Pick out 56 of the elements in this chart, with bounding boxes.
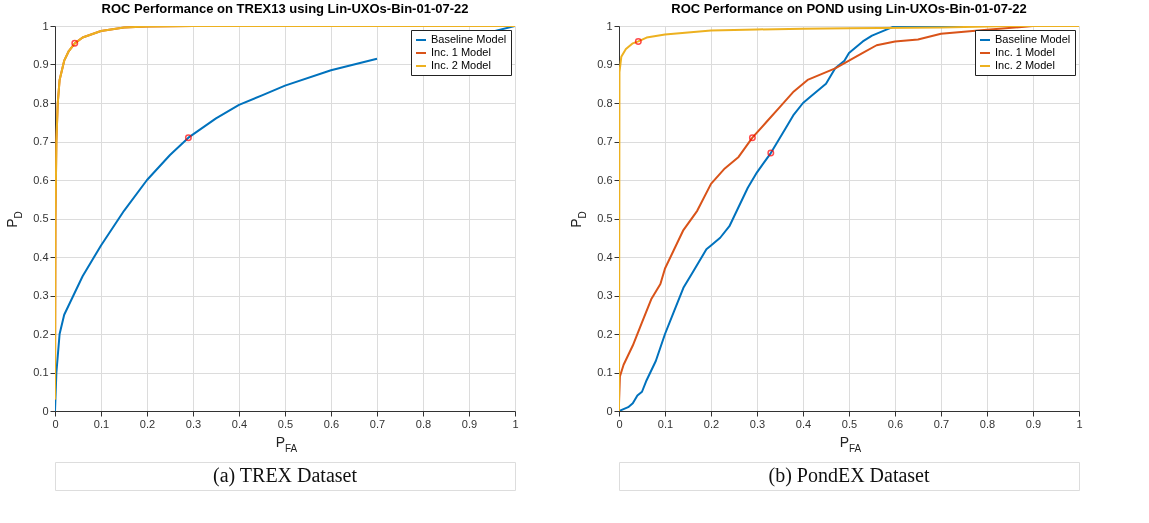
y-tick-label: 0.3 (33, 289, 49, 301)
y-tick-label: 0.1 (33, 366, 49, 378)
y-tick-label: 0.2 (597, 327, 613, 340)
x-tick-label: 1 (1076, 417, 1083, 430)
x-tick-label: 0.7 (369, 417, 386, 430)
x-tick-label: 0.6 (887, 417, 904, 430)
x-tick-label: 0.8 (979, 417, 996, 430)
chart-title: ROC Performance on TREX13 using Lin-UXOs-Bin-01-07-22 (101, 1, 469, 16)
x-tick-label: 1 (512, 417, 519, 430)
y-tick-label: 0.3 (597, 289, 613, 301)
y-tick-label: 0.6 (597, 173, 613, 186)
x-tick-label: 0.7 (933, 417, 950, 430)
y-tick-label: 0.6 (33, 173, 49, 186)
x-tick-label: 0 (52, 417, 59, 430)
x-tick-label: 0.4 (231, 417, 248, 430)
x-tick-label: 0.1 (93, 417, 110, 430)
legend-label: Baseline Model (995, 33, 1071, 45)
y-tick-label: 0.8 (33, 96, 49, 109)
y-tick-label: 0.9 (597, 58, 613, 70)
x-tick-label: 0 (616, 417, 623, 430)
x-tick-label: 0.9 (1025, 417, 1042, 430)
y-tick-label: 1 (606, 19, 613, 32)
legend-label: Inc. 1 Model (995, 46, 1055, 58)
x-tick-label: 0.1 (657, 417, 674, 430)
y-tick-label: 0 (42, 404, 49, 417)
legend-label: Inc. 1 Model (431, 46, 491, 58)
x-tick-label: 0.5 (841, 417, 858, 430)
text: (b) PondEX Dataset (768, 464, 930, 487)
x-tick-label: 0.4 (795, 417, 812, 430)
y-tick-label: 0.9 (33, 58, 49, 70)
x-tick-label: 0.6 (323, 417, 340, 430)
y-tick-label: 0.5 (33, 212, 49, 224)
y-tick-label: 0.4 (33, 250, 49, 263)
x-tick-label: 0.5 (277, 417, 294, 430)
text: (a) TREX Dataset (212, 464, 358, 487)
y-tick-label: 0.5 (597, 212, 613, 224)
y-axis-title: PD (4, 211, 24, 228)
x-tick-label: 0.3 (185, 417, 202, 430)
x-tick-label: 0.3 (749, 417, 766, 430)
legend-label: Inc. 2 Model (431, 59, 491, 71)
y-tick-label: 1 (42, 19, 49, 32)
y-tick-label: 0.7 (597, 135, 613, 147)
x-tick-label: 0.8 (415, 417, 432, 430)
legend-label: Inc. 2 Model (995, 59, 1055, 71)
y-axis-title: PD (568, 211, 588, 228)
chart-title: ROC Performance on POND using Lin-UXOs-Bin-01-07-22 (671, 1, 1027, 16)
y-tick-label: 0.1 (597, 366, 613, 378)
y-tick-label: 0.2 (33, 327, 49, 340)
x-tick-label: 0.2 (703, 417, 720, 430)
x-tick-label: 0.9 (461, 417, 478, 430)
y-tick-label: 0.8 (597, 96, 613, 109)
x-tick-label: 0.2 (139, 417, 156, 430)
legend-label: Baseline Model (431, 33, 507, 45)
y-tick-label: 0.7 (33, 135, 49, 147)
y-tick-label: 0 (606, 404, 613, 417)
y-tick-label: 0.4 (597, 250, 613, 263)
